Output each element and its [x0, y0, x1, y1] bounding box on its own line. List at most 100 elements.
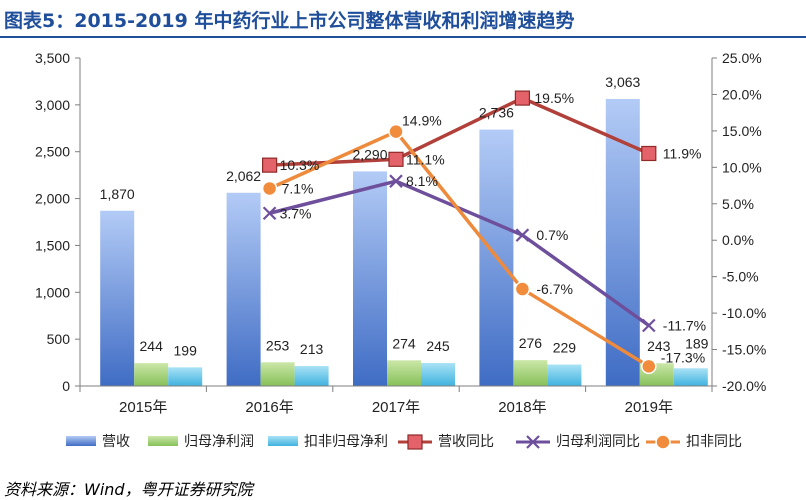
revenue-yoy-line [269, 96, 650, 167]
line-layer [261, 90, 657, 375]
nonrec-yoy-line [268, 129, 650, 368]
source-note: 资料来源：Wind，粤开证券研究院 [4, 480, 253, 499]
legend-marker-stroke [526, 435, 540, 449]
nonrec-profit-bar [421, 363, 455, 386]
profit-yoy-point [642, 318, 656, 333]
nonrec-profit-bar-label: 213 [300, 341, 324, 357]
x-tick-label: 2016年 [245, 399, 293, 416]
nonrec-profit-bar [294, 366, 329, 386]
profit-yoy-point [389, 174, 403, 188]
profit-yoy-point-stroke [515, 228, 530, 242]
profit-bar-label: 244 [140, 338, 164, 354]
revenue-bar [100, 210, 135, 386]
x-tick-label: 2018年 [498, 399, 546, 416]
profit-yoy-point-stroke [389, 174, 403, 188]
nonrec-yoy-label: -6.7% [536, 281, 573, 297]
profit-bar [260, 362, 295, 386]
profit-yoy-label: 0.7% [536, 227, 568, 243]
legend-label: 归母利润同比 [556, 433, 640, 449]
combo-chart: 0 500 1,000 1,500 2,000 2,500 3,000 3,500 -20.0%… [35, 50, 766, 450]
nonrec-profit-bar-label: 189 [685, 335, 709, 351]
right-tick-label: -5.0% [722, 269, 759, 285]
legend-item: 归母利润同比 [516, 433, 640, 449]
revenue-yoy-point [388, 151, 404, 167]
legend-item: 营收同比 [398, 433, 494, 450]
nonrec-profit-bar [673, 368, 708, 386]
revenue-bar-label: 1,870 [100, 186, 135, 202]
profit-yoy-label: 8.1% [406, 173, 438, 189]
profit-yoy-point-stroke [262, 206, 277, 221]
right-tick-label: 15.0% [722, 123, 762, 139]
left-tick-label: 3,000 [35, 97, 70, 113]
x-tick-label: 2015年 [119, 399, 167, 416]
legend-swatch [66, 436, 96, 446]
revenue-yoy-point [514, 90, 531, 106]
right-tick-label: -10.0% [722, 305, 766, 321]
legend-marker [407, 434, 423, 450]
profit-bar-label: 243 [647, 338, 671, 354]
nonrec-profit-bar-label: 199 [174, 342, 198, 358]
profit-yoy-point [262, 206, 277, 221]
right-tick-label: -20.0% [722, 378, 766, 394]
revenue-bar [226, 192, 261, 386]
legend-label: 营收同比 [438, 433, 494, 449]
legend-label: 归母净利润 [184, 433, 254, 449]
x-tick-label: 2017年 [372, 399, 420, 416]
title-underline [0, 36, 806, 38]
legend-label: 扣非同比 [686, 433, 742, 449]
right-tick-label: 0.0% [722, 232, 754, 248]
legend-item: 扣非同比 [646, 433, 742, 450]
legend-swatch [148, 436, 178, 446]
revenue-yoy-label: 11.1% [406, 151, 445, 167]
profit-bar-label: 253 [266, 337, 290, 353]
right-tick-label: 10.0% [722, 159, 762, 175]
right-tick-label: 25.0% [722, 50, 762, 66]
nonrec-profit-bar [547, 364, 582, 386]
nonrec-yoy-point [388, 123, 404, 140]
revenue-bar-label: 2,290 [352, 146, 387, 162]
revenue-bar-label: 2,736 [479, 105, 514, 121]
left-tick-label: 500 [47, 331, 71, 347]
left-tick-label: 1,500 [35, 237, 70, 253]
axes-layer: 0 500 1,000 1,500 2,000 2,500 3,000 3,500 -20.0%… [35, 50, 766, 416]
revenue-yoy-label: 10.3% [280, 157, 320, 173]
revenue-yoy-label: 19.5% [534, 90, 574, 106]
chart-title: 图表5：2015-2019 年中药行业上市公司整体营收和利润增速趋势 [4, 10, 575, 32]
profit-bar [134, 363, 169, 386]
left-tick-label: 1,000 [35, 284, 70, 300]
legend-marker [655, 434, 671, 450]
profit-yoy-label: 3.7% [280, 205, 312, 221]
profit-bar-label: 276 [519, 335, 543, 351]
nonrec-profit-bar-label: 229 [553, 340, 577, 356]
nonrec-yoy-label: 7.1% [282, 180, 314, 196]
right-tick-label: -15.0% [722, 342, 766, 358]
profit-yoy-line [269, 179, 650, 327]
nonrec-yoy-label: 14.9% [402, 113, 442, 129]
left-tick-label: 0 [62, 378, 70, 394]
bar-layer [100, 98, 708, 387]
nonrec-profit-bar-label: 245 [426, 338, 450, 354]
left-tick-label: 2,000 [35, 191, 70, 207]
profit-bar [513, 360, 548, 386]
profit-yoy-point-stroke [642, 318, 656, 333]
nonrec-yoy-point [514, 281, 531, 297]
legend: 营收 归母净利润 扣非归母净利 营收同比 归母利润同比 扣非同比 [66, 433, 742, 450]
legend-label: 营收 [102, 433, 130, 449]
nonrec-yoy-point [641, 358, 657, 375]
nonrec-profit-bar [168, 367, 203, 386]
revenue-bar-label: 3,063 [605, 74, 640, 90]
profit-bar [387, 360, 421, 386]
revenue-bar [353, 171, 387, 386]
left-tick-label: 2,500 [35, 144, 70, 160]
legend-marker [526, 435, 540, 449]
revenue-yoy-point [641, 145, 657, 162]
x-tick-label: 2019年 [625, 399, 673, 416]
legend-item: 营收 [66, 433, 130, 449]
legend-swatch [268, 436, 298, 446]
revenue-bar-label: 2,062 [226, 168, 261, 184]
nonrec-yoy-point [261, 180, 278, 197]
right-tick-label: 5.0% [722, 196, 754, 212]
revenue-yoy-point [262, 157, 278, 173]
profit-yoy-label: -11.7% [663, 318, 706, 334]
